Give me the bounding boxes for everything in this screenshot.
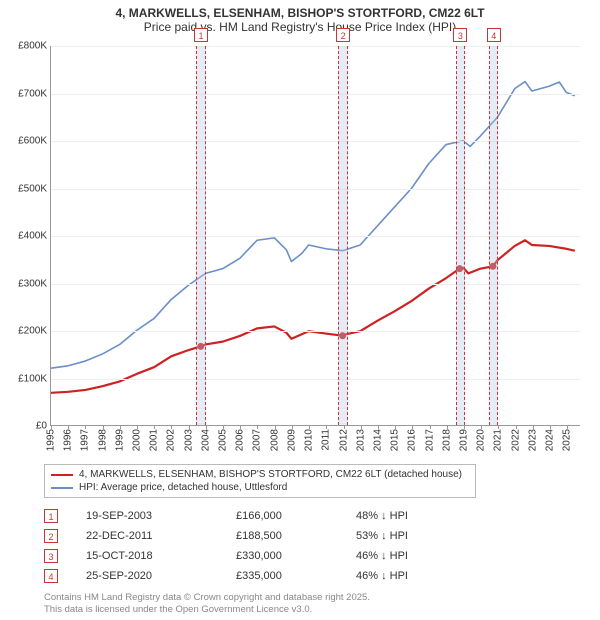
x-tick-label: 2005 (218, 429, 229, 451)
gridline (51, 331, 580, 332)
x-tick-label: 2014 (372, 429, 383, 451)
sale-price: £188,500 (236, 530, 356, 542)
sale-date: 19-SEP-2003 (86, 510, 236, 522)
x-tick-label: 2016 (407, 429, 418, 451)
y-tick-label: £400K (18, 231, 47, 242)
x-tick-label: 2006 (235, 429, 246, 451)
x-tick-label: 2013 (355, 429, 366, 451)
sale-date: 15-OCT-2018 (86, 550, 236, 562)
x-tick-label: 1998 (97, 429, 108, 451)
title-block: 4, MARKWELLS, ELSENHAM, BISHOP'S STORTFO… (0, 0, 600, 34)
legend-label: 4, MARKWELLS, ELSENHAM, BISHOP'S STORTFO… (79, 469, 462, 480)
x-tick-label: 2015 (390, 429, 401, 451)
x-tick-label: 2009 (286, 429, 297, 451)
x-tick-label: 2008 (269, 429, 280, 451)
y-tick-label: £300K (18, 278, 47, 289)
sale-marker: 3 (453, 28, 467, 42)
legend-label: HPI: Average price, detached house, Uttl… (79, 482, 287, 493)
sale-price: £166,000 (236, 510, 356, 522)
sale-price: £330,000 (236, 550, 356, 562)
sale-index: 2 (44, 529, 58, 543)
sale-date: 25-SEP-2020 (86, 570, 236, 582)
sales-row: 2 22-DEC-2011£188,50053% ↓ HPI (44, 526, 466, 546)
gridline (51, 94, 580, 95)
sale-index: 4 (44, 569, 58, 583)
title-line2: Price paid vs. HM Land Registry's House … (0, 20, 600, 34)
y-tick-label: £800K (18, 41, 47, 52)
sales-table: 1 19-SEP-2003£166,00048% ↓ HPI 2 22-DEC-201… (44, 506, 466, 586)
sale-date: 22-DEC-2011 (86, 530, 236, 542)
x-tick-label: 1999 (114, 429, 125, 451)
chart-container: 4, MARKWELLS, ELSENHAM, BISHOP'S STORTFO… (0, 0, 600, 620)
gridline (51, 46, 580, 47)
title-line1: 4, MARKWELLS, ELSENHAM, BISHOP'S STORTFO… (0, 6, 600, 20)
sale-marker: 1 (194, 28, 208, 42)
x-tick-label: 2023 (527, 429, 538, 451)
x-tick-label: 2001 (149, 429, 160, 451)
sales-row: 3 15-OCT-2018£330,00046% ↓ HPI (44, 546, 466, 566)
sales-row: 1 19-SEP-2003£166,00048% ↓ HPI (44, 506, 466, 526)
y-tick-label: £500K (18, 183, 47, 194)
legend-swatch (51, 487, 73, 489)
gridline (51, 379, 580, 380)
x-tick-label: 2021 (493, 429, 504, 451)
y-tick-label: £600K (18, 136, 47, 147)
y-tick-label: £700K (18, 88, 47, 99)
sales-row: 4 25-SEP-2020£335,00046% ↓ HPI (44, 566, 466, 586)
x-tick-label: 2007 (252, 429, 263, 451)
gridline (51, 189, 580, 190)
x-tick-label: 2019 (458, 429, 469, 451)
footer-line1: Contains HM Land Registry data © Crown c… (44, 592, 370, 604)
x-tick-label: 2020 (476, 429, 487, 451)
sale-delta: 46% ↓ HPI (356, 570, 466, 582)
sale-band (489, 46, 498, 425)
footer: Contains HM Land Registry data © Crown c… (44, 592, 370, 616)
x-tick-label: 2000 (132, 429, 143, 451)
x-tick-label: 2010 (304, 429, 315, 451)
plot-region: £0£100K£200K£300K£400K£500K£600K£700K£80… (50, 46, 580, 426)
sale-marker: 2 (336, 28, 350, 42)
sale-delta: 53% ↓ HPI (356, 530, 466, 542)
sale-band (338, 46, 347, 425)
gridline (51, 141, 580, 142)
legend-row: HPI: Average price, detached house, Uttl… (51, 481, 469, 494)
y-tick-label: £200K (18, 326, 47, 337)
sale-index: 1 (44, 509, 58, 523)
sale-index: 3 (44, 549, 58, 563)
sale-marker: 4 (487, 28, 501, 42)
footer-line2: This data is licensed under the Open Gov… (44, 604, 370, 616)
x-tick-label: 2024 (545, 429, 556, 451)
chart-area: £0£100K£200K£300K£400K£500K£600K£700K£80… (50, 46, 580, 426)
x-tick-label: 2012 (338, 429, 349, 451)
legend-row: 4, MARKWELLS, ELSENHAM, BISHOP'S STORTFO… (51, 468, 469, 481)
x-tick-label: 1995 (46, 429, 57, 451)
x-tick-label: 1996 (63, 429, 74, 451)
sale-delta: 46% ↓ HPI (356, 550, 466, 562)
y-tick-label: £100K (18, 373, 47, 384)
x-tick-label: 2003 (183, 429, 194, 451)
x-tick-label: 2017 (424, 429, 435, 451)
x-tick-label: 2011 (321, 429, 332, 451)
sale-band (456, 46, 465, 425)
gridline (51, 284, 580, 285)
x-tick-label: 2004 (200, 429, 211, 451)
x-tick-label: 2002 (166, 429, 177, 451)
sale-price: £335,000 (236, 570, 356, 582)
legend-swatch (51, 474, 73, 476)
x-tick-label: 2018 (441, 429, 452, 451)
gridline (51, 236, 580, 237)
sale-delta: 48% ↓ HPI (356, 510, 466, 522)
x-tick-label: 2025 (562, 429, 573, 451)
x-tick-label: 2022 (510, 429, 521, 451)
legend: 4, MARKWELLS, ELSENHAM, BISHOP'S STORTFO… (44, 464, 476, 498)
x-tick-label: 1997 (80, 429, 91, 451)
sale-band (196, 46, 205, 425)
